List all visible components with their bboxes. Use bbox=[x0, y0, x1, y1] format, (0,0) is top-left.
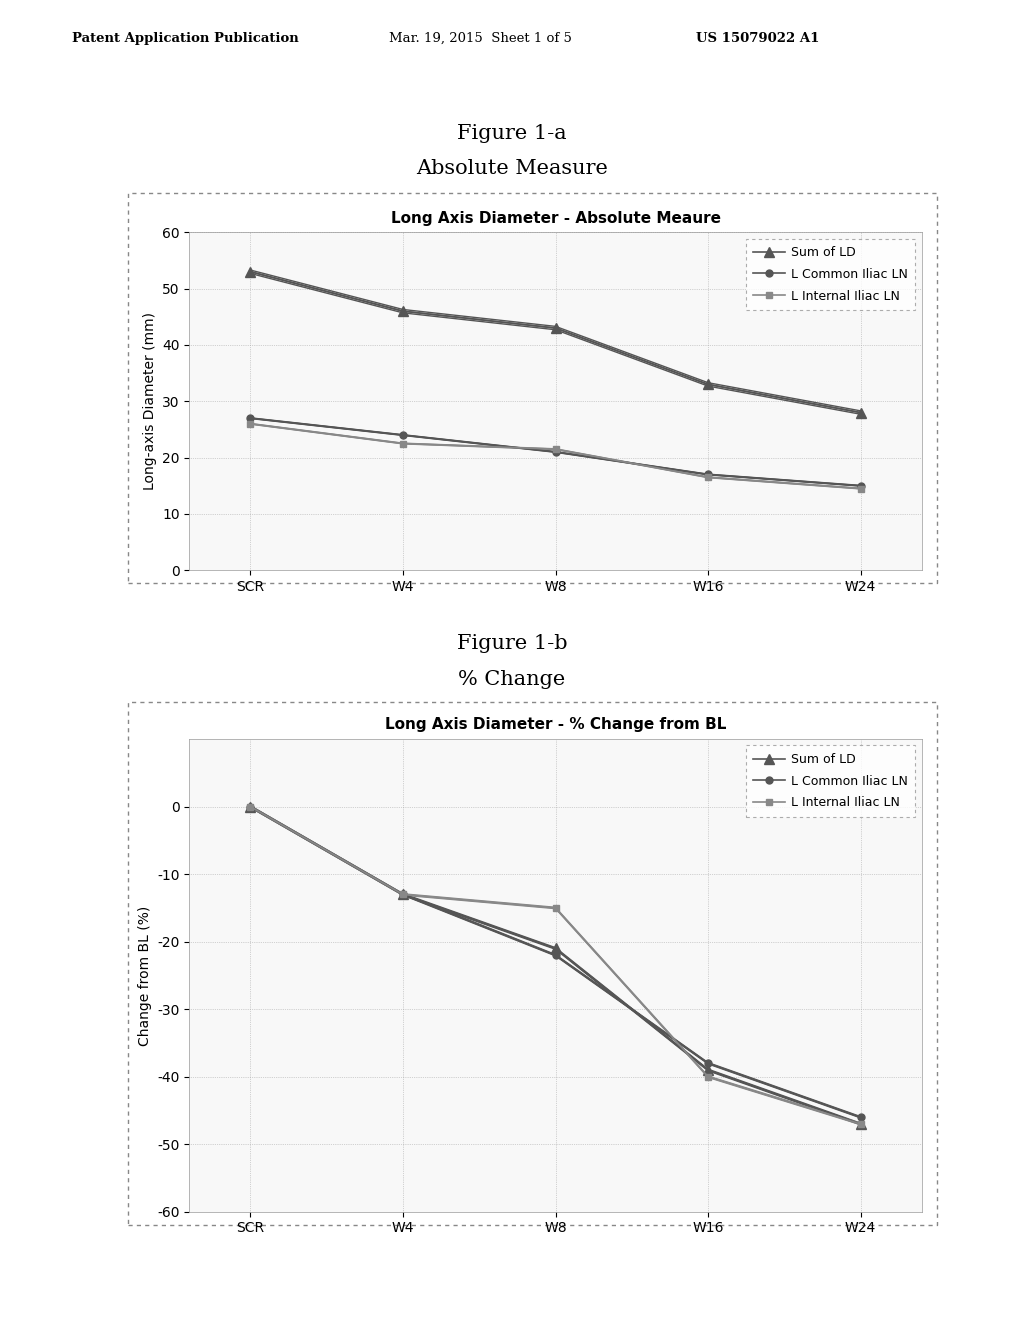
Sum of LD bbox=[701, 376, 714, 392]
Line: Sum of LD: Sum of LD bbox=[246, 801, 865, 1129]
Sum of LD bbox=[245, 799, 257, 814]
Line: L Common Iliac LN: L Common Iliac LN bbox=[247, 804, 864, 1121]
L Internal Iliac LN bbox=[245, 799, 257, 814]
Sum of LD bbox=[854, 1117, 866, 1133]
Title: Long Axis Diameter - Absolute Meaure: Long Axis Diameter - Absolute Meaure bbox=[390, 211, 721, 226]
Text: % Change: % Change bbox=[459, 671, 565, 689]
L Internal Iliac LN bbox=[701, 1069, 714, 1085]
L Common Iliac LN bbox=[549, 948, 561, 964]
Sum of LD bbox=[397, 887, 410, 903]
Text: US 15079022 A1: US 15079022 A1 bbox=[696, 32, 819, 45]
Sum of LD bbox=[397, 304, 410, 319]
L Common Iliac LN bbox=[397, 428, 410, 444]
Text: Figure 1-b: Figure 1-b bbox=[457, 635, 567, 653]
L Internal Iliac LN bbox=[549, 900, 561, 916]
Y-axis label: Change from BL (%): Change from BL (%) bbox=[137, 906, 152, 1045]
L Internal Iliac LN bbox=[854, 1117, 866, 1133]
Sum of LD bbox=[245, 264, 257, 280]
L Internal Iliac LN bbox=[397, 436, 410, 451]
Line: L Internal Iliac LN: L Internal Iliac LN bbox=[247, 420, 864, 492]
Text: Patent Application Publication: Patent Application Publication bbox=[72, 32, 298, 45]
L Internal Iliac LN bbox=[245, 416, 257, 432]
L Internal Iliac LN bbox=[549, 441, 561, 457]
Y-axis label: Long-axis Diameter (mm): Long-axis Diameter (mm) bbox=[142, 313, 157, 490]
Title: Long Axis Diameter - % Change from BL: Long Axis Diameter - % Change from BL bbox=[385, 718, 726, 733]
L Common Iliac LN bbox=[245, 799, 257, 814]
L Common Iliac LN bbox=[701, 1055, 714, 1071]
Line: L Internal Iliac LN: L Internal Iliac LN bbox=[247, 804, 864, 1127]
L Common Iliac LN bbox=[854, 1109, 866, 1125]
L Common Iliac LN bbox=[701, 466, 714, 482]
L Common Iliac LN bbox=[854, 478, 866, 494]
Sum of LD bbox=[549, 321, 561, 337]
L Internal Iliac LN bbox=[397, 887, 410, 903]
L Internal Iliac LN bbox=[854, 480, 866, 496]
Legend: Sum of LD, L Common Iliac LN, L Internal Iliac LN: Sum of LD, L Common Iliac LN, L Internal… bbox=[745, 239, 915, 310]
L Common Iliac LN bbox=[549, 444, 561, 459]
Sum of LD bbox=[854, 405, 866, 421]
Text: Absolute Measure: Absolute Measure bbox=[416, 160, 608, 178]
Line: Sum of LD: Sum of LD bbox=[246, 267, 865, 417]
Text: Mar. 19, 2015  Sheet 1 of 5: Mar. 19, 2015 Sheet 1 of 5 bbox=[389, 32, 572, 45]
L Common Iliac LN bbox=[397, 887, 410, 903]
Sum of LD bbox=[701, 1063, 714, 1078]
Line: L Common Iliac LN: L Common Iliac LN bbox=[247, 414, 864, 490]
Text: Figure 1-a: Figure 1-a bbox=[457, 124, 567, 143]
Sum of LD bbox=[549, 941, 561, 957]
L Common Iliac LN bbox=[245, 411, 257, 426]
L Internal Iliac LN bbox=[701, 470, 714, 486]
Legend: Sum of LD, L Common Iliac LN, L Internal Iliac LN: Sum of LD, L Common Iliac LN, L Internal… bbox=[745, 746, 915, 817]
